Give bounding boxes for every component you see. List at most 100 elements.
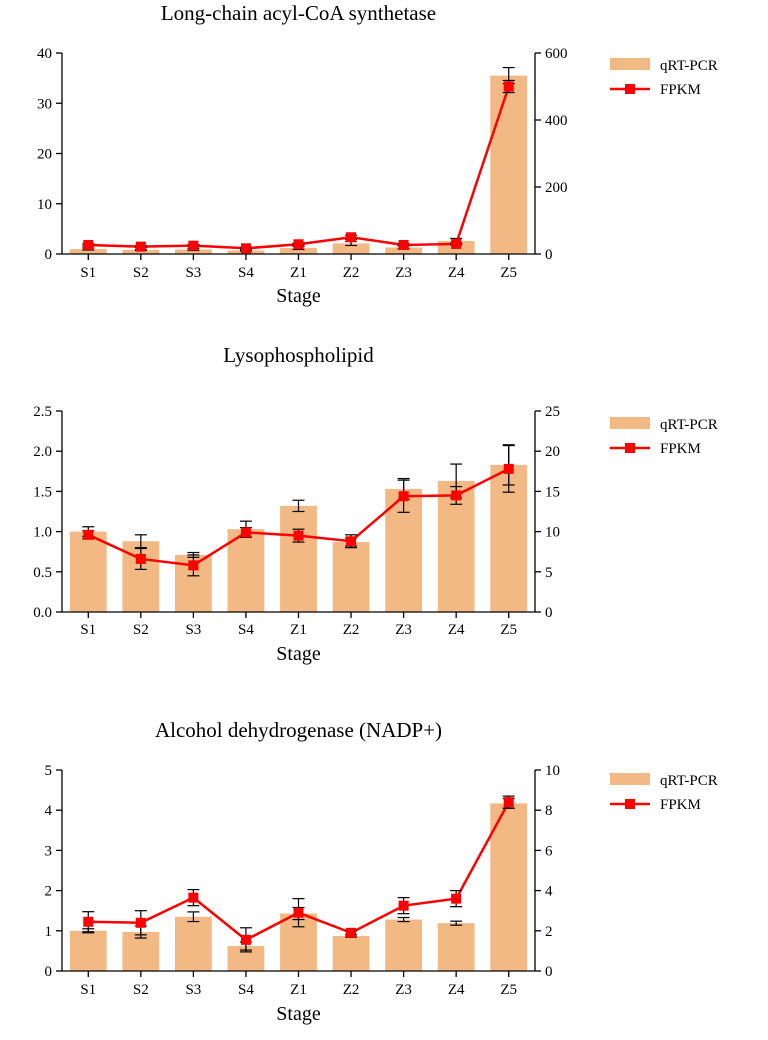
bar-error-s2 [134,534,147,549]
chart-panel-lysophospholipid: Lysophospholipid 0.0 0.5 1.0 1.5 2.0 2.5 0 5 10 15… [0,340,768,680]
bar-z4 [437,923,475,971]
fpkm-point-s4 [240,527,251,538]
fpkm-point-z2 [346,536,357,547]
bar-s1 [69,930,107,971]
left-tick-label: 0 [45,964,53,980]
x-tick-label-z1: Z1 [290,622,307,638]
left-tick-label: 4 [45,803,53,819]
x-tick-label-s4: S4 [238,622,254,638]
right-tick-label: 4 [545,884,553,900]
fpkm-point-z3 [398,900,409,911]
fpkm-point-s2 [135,917,146,928]
legend-label-fpkm: FPKM [660,797,701,813]
left-tick-label: 0 [45,247,53,263]
bar-s3 [174,916,212,971]
legend-swatch-qrt-pcr [610,417,650,429]
legend-marker-fpkm [625,443,635,453]
left-tick-label: 5 [45,763,53,779]
fpkm-point-s2 [135,553,146,564]
fpkm-line [88,86,510,250]
bar-s1 [69,531,107,612]
right-tick-label: 2 [545,924,553,940]
right-tick-label: 0 [545,247,553,263]
fpkm-point-s4 [240,934,251,945]
right-tick-label: 8 [545,803,553,819]
chart-alcohol-dehydrogenase: Alcohol dehydrogenase (NADP+) 0 1 2 3 4 5 0 2 4 6 8… [45,718,718,1025]
bar-z5 [490,75,528,254]
x-tick-label-z5: Z5 [500,982,517,998]
x-tick-label-s2: S2 [133,622,149,638]
x-axis-label: Stage [276,285,321,307]
x-tick-label-z4: Z4 [448,622,465,638]
x-tick-label-s3: S3 [185,982,201,998]
left-tick-label: 1.5 [33,484,52,500]
x-tick-label-z2: Z2 [343,265,360,281]
x-tick-label-s3: S3 [185,265,201,281]
axes [56,52,541,260]
left-tick-label: 2.5 [33,404,52,420]
x-tick-label-s3: S3 [185,622,201,638]
right-tick-label: 10 [545,525,560,541]
fpkm-point-z5 [503,463,514,474]
left-tick-label: 0.5 [33,565,52,581]
legend: qRT-PCR FPKM [610,417,718,457]
x-tick-label-z1: Z1 [290,265,307,281]
x-tick-label-z3: Z3 [395,982,412,998]
legend: qRT-PCR FPKM [610,58,718,98]
left-tick-label: 3 [45,843,53,859]
bar-z1 [280,505,317,612]
right-tick-label: 10 [545,763,560,779]
left-tick-label: 2.0 [33,444,52,460]
chart-acyl-coa: Long-chain acyl-CoA synthetase0102030400… [37,1,718,307]
left-tick-label: 0.0 [33,605,52,621]
chart-title: Lysophospholipid [223,343,374,367]
legend-label-qrt-pcr: qRT-PCR [660,58,718,74]
fpkm-point-z4 [451,893,462,904]
legend-marker-fpkm [625,799,635,809]
left-tick-label: 1.0 [33,525,52,541]
fpkm-point-z1 [293,530,304,541]
bar-s4 [227,529,265,612]
x-tick-label-z3: Z3 [395,265,412,281]
legend-marker-fpkm [625,84,635,94]
chart-title: Long-chain acyl-CoA synthetase [161,1,436,25]
fpkm-point-s3 [188,240,199,251]
x-tick-label-s2: S2 [133,265,149,281]
x-tick-label-z2: Z2 [343,622,360,638]
left-tick-label: 40 [37,46,52,62]
fpkm-point-z1 [293,239,304,250]
bar-z3 [385,247,423,254]
x-tick-label-s1: S1 [80,982,96,998]
x-tick-label-s2: S2 [133,982,149,998]
chart-panel-acyl-coa: Long-chain acyl-CoA synthetase 0 10 20 30 40 0… [0,0,768,340]
legend-label-qrt-pcr: qRT-PCR [660,417,718,433]
bar-z2 [332,243,370,254]
bar-error-s3 [187,911,200,923]
bar-s1 [69,248,107,254]
x-tick-label-s1: S1 [80,622,96,638]
x-tick-label-z5: Z5 [500,265,517,281]
x-tick-label-s4: S4 [238,265,254,281]
fpkm-point-s4 [240,243,251,254]
fpkm-point-z3 [398,491,409,502]
left-tick-label: 2 [45,884,53,900]
x-tick-label-z3: Z3 [395,622,412,638]
chart-panel-alcohol-dehydrogenase: Alcohol dehydrogenase (NADP+) 0 1 2 3 4 5 0 2 4 6 8… [0,700,768,1040]
bar-error-z4 [450,920,463,926]
chart-title: Alcohol dehydrogenase (NADP+) [155,718,442,742]
x-tick-label-z2: Z2 [343,982,360,998]
right-tick-label: 0 [545,605,553,621]
x-tick-label-z4: Z4 [448,982,465,998]
bar-error-z3 [397,916,410,923]
fpkm-point-s1 [83,239,94,250]
fpkm-point-s3 [188,892,199,903]
legend-swatch-qrt-pcr [610,58,650,70]
x-tick-label-z5: Z5 [500,622,517,638]
x-tick-label-s4: S4 [238,982,254,998]
bar-s2 [122,249,160,254]
left-tick-label: 20 [37,147,52,163]
bar-z3 [385,919,423,971]
axes [56,769,541,977]
left-tick-label: 10 [37,197,52,213]
fpkm-point-s3 [188,560,199,571]
